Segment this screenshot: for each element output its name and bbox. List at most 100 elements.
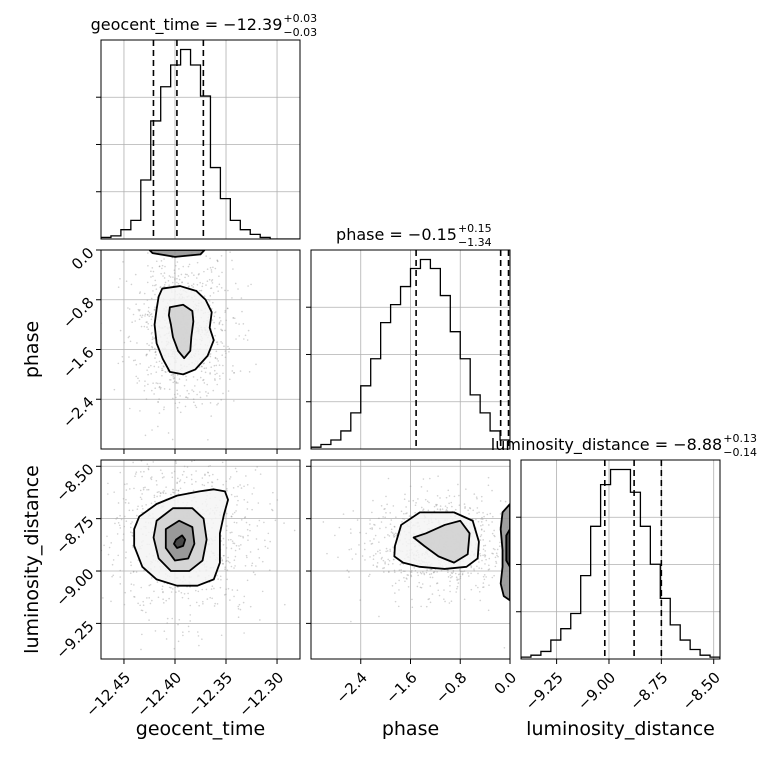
- sample-point: [428, 501, 430, 504]
- sample-point: [154, 284, 156, 287]
- sample-point: [161, 585, 164, 588]
- sample-point: [172, 488, 175, 491]
- sample-point: [216, 259, 219, 261]
- sample-point: [214, 311, 216, 314]
- sample-point: [470, 588, 473, 591]
- sample-point: [468, 575, 470, 577]
- sample-point: [376, 566, 378, 568]
- sample-point: [432, 571, 435, 574]
- sample-point: [214, 267, 217, 270]
- sample-point: [276, 499, 279, 501]
- sample-point: [212, 292, 215, 294]
- sample-point: [131, 544, 134, 547]
- sample-point: [461, 573, 464, 575]
- sample-point: [246, 339, 249, 341]
- sample-point: [230, 565, 233, 568]
- sample-point: [247, 285, 249, 287]
- sample-point: [369, 523, 371, 525]
- sample-point: [480, 495, 483, 498]
- sample-point: [230, 515, 233, 518]
- sample-point: [219, 377, 221, 380]
- sample-point: [142, 507, 144, 510]
- sample-point: [232, 513, 234, 515]
- sample-point: [139, 309, 141, 311]
- sample-point: [225, 593, 227, 596]
- sample-point: [177, 275, 180, 277]
- sample-point: [141, 609, 144, 612]
- sample-point: [187, 592, 189, 595]
- sample-point: [147, 488, 150, 491]
- y-tick-label: −8.50: [52, 460, 97, 505]
- sample-point: [220, 535, 223, 537]
- sample-point: [155, 283, 157, 286]
- sample-point: [227, 289, 229, 292]
- sample-point: [416, 571, 419, 574]
- sample-point: [161, 476, 164, 479]
- sample-point: [181, 281, 183, 284]
- sample-point: [188, 285, 190, 287]
- sample-point: [173, 272, 176, 274]
- sample-point: [154, 306, 156, 308]
- sample-point: [510, 572, 512, 574]
- sample-point: [274, 519, 277, 522]
- sample-point: [134, 273, 137, 276]
- sample-point: [187, 597, 190, 600]
- sample-point: [152, 275, 154, 278]
- sample-point: [430, 568, 433, 571]
- sample-point: [246, 483, 249, 486]
- sample-point: [220, 254, 223, 257]
- sample-point: [183, 593, 186, 595]
- sample-point: [119, 527, 122, 529]
- sample-point: [246, 528, 249, 531]
- sample-point: [216, 285, 218, 288]
- sample-point: [173, 269, 176, 271]
- sample-point: [459, 570, 462, 573]
- sample-point: [215, 341, 218, 344]
- sample-point: [240, 544, 242, 546]
- sample-point: [160, 492, 162, 494]
- sample-point: [155, 371, 158, 373]
- sample-point: [483, 544, 485, 547]
- sample-point: [512, 550, 514, 552]
- sample-point: [176, 393, 179, 395]
- sample-point: [176, 389, 178, 392]
- sample-point: [212, 266, 214, 269]
- sample-point: [430, 573, 433, 575]
- sample-point: [495, 552, 498, 555]
- sample-point: [93, 545, 95, 547]
- sample-point: [392, 505, 395, 507]
- sample-point: [138, 292, 141, 294]
- sample-point: [477, 572, 479, 575]
- sample-point: [486, 513, 489, 516]
- sample-point: [393, 536, 395, 538]
- sample-point: [246, 556, 248, 559]
- sample-point: [237, 607, 240, 610]
- sample-point: [283, 603, 286, 606]
- x-tick-label: −12.40: [133, 669, 185, 721]
- sample-point: [134, 359, 136, 361]
- sample-point: [254, 469, 257, 471]
- sample-point: [178, 618, 181, 621]
- sample-point: [216, 260, 219, 263]
- sample-point: [175, 396, 177, 399]
- sample-point: [161, 264, 164, 267]
- sample-point: [106, 535, 108, 538]
- sample-point: [214, 602, 216, 605]
- sample-point: [128, 335, 131, 338]
- sample-point: [175, 591, 177, 593]
- sample-point: [487, 568, 490, 571]
- sample-point: [224, 568, 226, 570]
- sample-point: [224, 566, 226, 569]
- sample-point: [157, 596, 160, 599]
- sample-point: [206, 280, 209, 283]
- sample-point: [415, 502, 417, 504]
- sample-point: [389, 548, 391, 551]
- sample-point: [172, 491, 174, 494]
- sample-point: [146, 597, 148, 599]
- sample-point: [255, 538, 258, 540]
- sample-point: [385, 495, 387, 498]
- sample-point: [173, 380, 176, 383]
- sample-point: [244, 564, 247, 567]
- sample-point: [231, 531, 233, 534]
- sample-point: [210, 280, 213, 282]
